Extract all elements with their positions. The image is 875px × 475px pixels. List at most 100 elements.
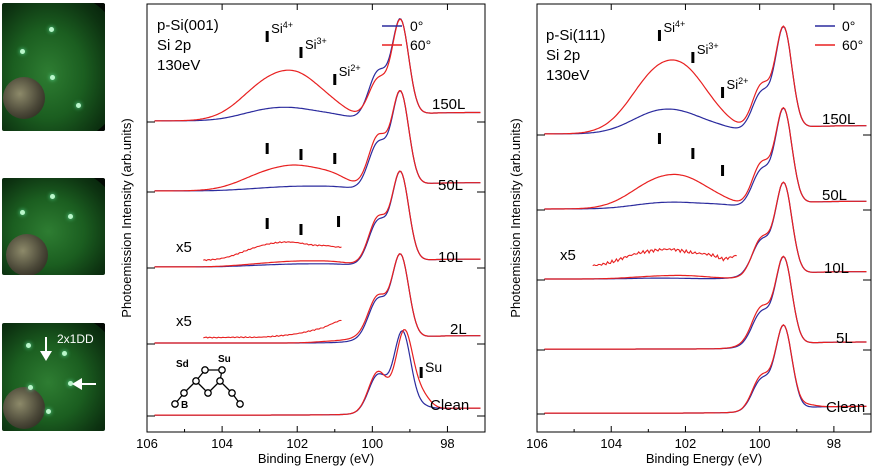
- photon-energy-label: 130eV: [546, 67, 589, 84]
- leed-spot: [28, 385, 33, 390]
- core-level-label: Si 2p: [157, 37, 191, 54]
- spectrum-clean-60deg: [154, 329, 481, 416]
- x5-label: x5: [560, 247, 576, 264]
- leed-spot: [49, 27, 54, 32]
- oxide-marker: [657, 133, 661, 144]
- oxide-marker: [299, 224, 303, 235]
- spectra: [544, 25, 867, 414]
- x-tick-label: 102: [286, 436, 308, 451]
- leed-image-2: [2, 178, 105, 275]
- spectrum-2L-60deg: [154, 253, 481, 344]
- spectrum-2L-x5: [203, 319, 342, 339]
- leed-spot: [26, 343, 31, 348]
- dimer-structure-inset: Sd Su B: [171, 354, 244, 411]
- oxide-marker: [265, 218, 269, 229]
- spectrum-10L-x5: [203, 241, 342, 262]
- oxide-marker: [721, 165, 725, 176]
- dose-label-10L: 10L: [438, 249, 463, 266]
- leed-image-3: 2x1DD: [2, 323, 105, 431]
- dose-label-clean: Clean: [826, 399, 865, 416]
- baselines: [147, 121, 485, 417]
- x-tick-label: 104: [600, 436, 622, 451]
- electron-gun: [6, 234, 48, 275]
- spectrum-clean-60deg: [544, 324, 867, 414]
- sample-label: p-Si(001): [157, 17, 219, 34]
- dose-label-150L: 150L: [822, 111, 855, 128]
- oxide-marker: [691, 52, 695, 63]
- oxide-marker-label: Si4+: [663, 19, 685, 35]
- x-tick-label: 98: [440, 436, 454, 451]
- leed-spot: [62, 351, 67, 356]
- dose-label-5L: 5L: [836, 330, 853, 347]
- plot-frame: [146, 3, 486, 433]
- x-tick-label: 104: [211, 436, 233, 451]
- oxide-marker: [265, 31, 269, 42]
- dose-label-150L: 150L: [432, 96, 465, 113]
- spectrum-10L-x5: [592, 247, 737, 267]
- oxide-markers: Si4+ Si3+ Si2+: [657, 19, 748, 176]
- x-axis: 106 104 102 100 98: [526, 4, 872, 451]
- spectrum-50L-60deg: [544, 106, 867, 210]
- leed-spot: [68, 214, 73, 219]
- leed-spot: [20, 210, 25, 215]
- dose-label-50L: 50L: [438, 177, 463, 194]
- leed-spot: [20, 49, 25, 54]
- spectrum-10L-0deg: [544, 181, 867, 280]
- oxide-marker-label: Si3+: [697, 41, 719, 57]
- dose-label-2L: 2L: [450, 321, 467, 338]
- inset-label-sd: Sd: [176, 359, 189, 370]
- x-tick-label: 100: [749, 436, 771, 451]
- x5-label: x5: [176, 239, 192, 256]
- oxide-marker: [721, 87, 725, 98]
- oxide-marker: [657, 30, 661, 41]
- oxide-marker: [299, 149, 303, 160]
- oxide-marker: [337, 216, 341, 227]
- dose-label-10L: 10L: [824, 260, 849, 277]
- legend: 0° 60°: [382, 18, 431, 53]
- legend-label-60deg: 60°: [410, 37, 431, 53]
- leed-2x1dd-label: 2x1DD: [57, 332, 94, 346]
- photon-energy-label: 130eV: [157, 57, 200, 74]
- plot-frame: [536, 3, 872, 433]
- y-axis-label: Photoemission Intensity (arb.units): [119, 118, 134, 317]
- inset-label-su: Su: [218, 354, 231, 365]
- inset-label-b: B: [181, 400, 188, 411]
- spectrum-5L-60deg: [544, 255, 867, 350]
- leed-spot: [68, 381, 73, 386]
- spectrum-10L-60deg: [154, 170, 481, 268]
- x-axis: 106 104 102 100 98: [136, 4, 486, 451]
- leed-spot: [76, 103, 81, 108]
- dose-label-clean: Clean: [430, 397, 469, 414]
- oxide-marker: [265, 143, 269, 154]
- spectrum-50L-60deg: [154, 89, 481, 192]
- electron-gun: [3, 387, 45, 429]
- spectrum-150L-60deg: [154, 18, 481, 122]
- y-axis-label: Photoemission Intensity (arb.units): [508, 118, 523, 317]
- x-tick-label: 106: [526, 436, 548, 451]
- leed-spot: [50, 194, 55, 199]
- x-tick-label: 98: [827, 436, 841, 451]
- oxide-marker: [333, 74, 337, 85]
- leed-spot: [50, 75, 55, 80]
- spectrum-10L-60deg: [544, 181, 867, 280]
- sample-label: p-Si(111): [546, 27, 605, 44]
- spectrum-clean-0deg: [544, 324, 867, 414]
- baselines: [537, 134, 871, 415]
- legend: 0° 60°: [815, 18, 863, 53]
- oxide-marker: [299, 47, 303, 58]
- spectrum-50L-0deg: [544, 107, 867, 210]
- legend-label-0deg: 0°: [842, 18, 855, 34]
- oxide-marker: [333, 153, 337, 164]
- core-level-label: Si 2p: [546, 47, 580, 64]
- x-tick-label: 106: [136, 436, 158, 451]
- arrow-down-icon: [40, 337, 52, 361]
- legend-label-0deg: 0°: [410, 18, 423, 34]
- legend-label-60deg: 60°: [842, 37, 863, 53]
- spectra: [154, 18, 481, 416]
- electron-gun: [3, 77, 45, 119]
- surface-peak-label: Su: [425, 359, 442, 375]
- leed-image-1: [2, 3, 105, 131]
- spectrum-5L-0deg: [544, 255, 867, 350]
